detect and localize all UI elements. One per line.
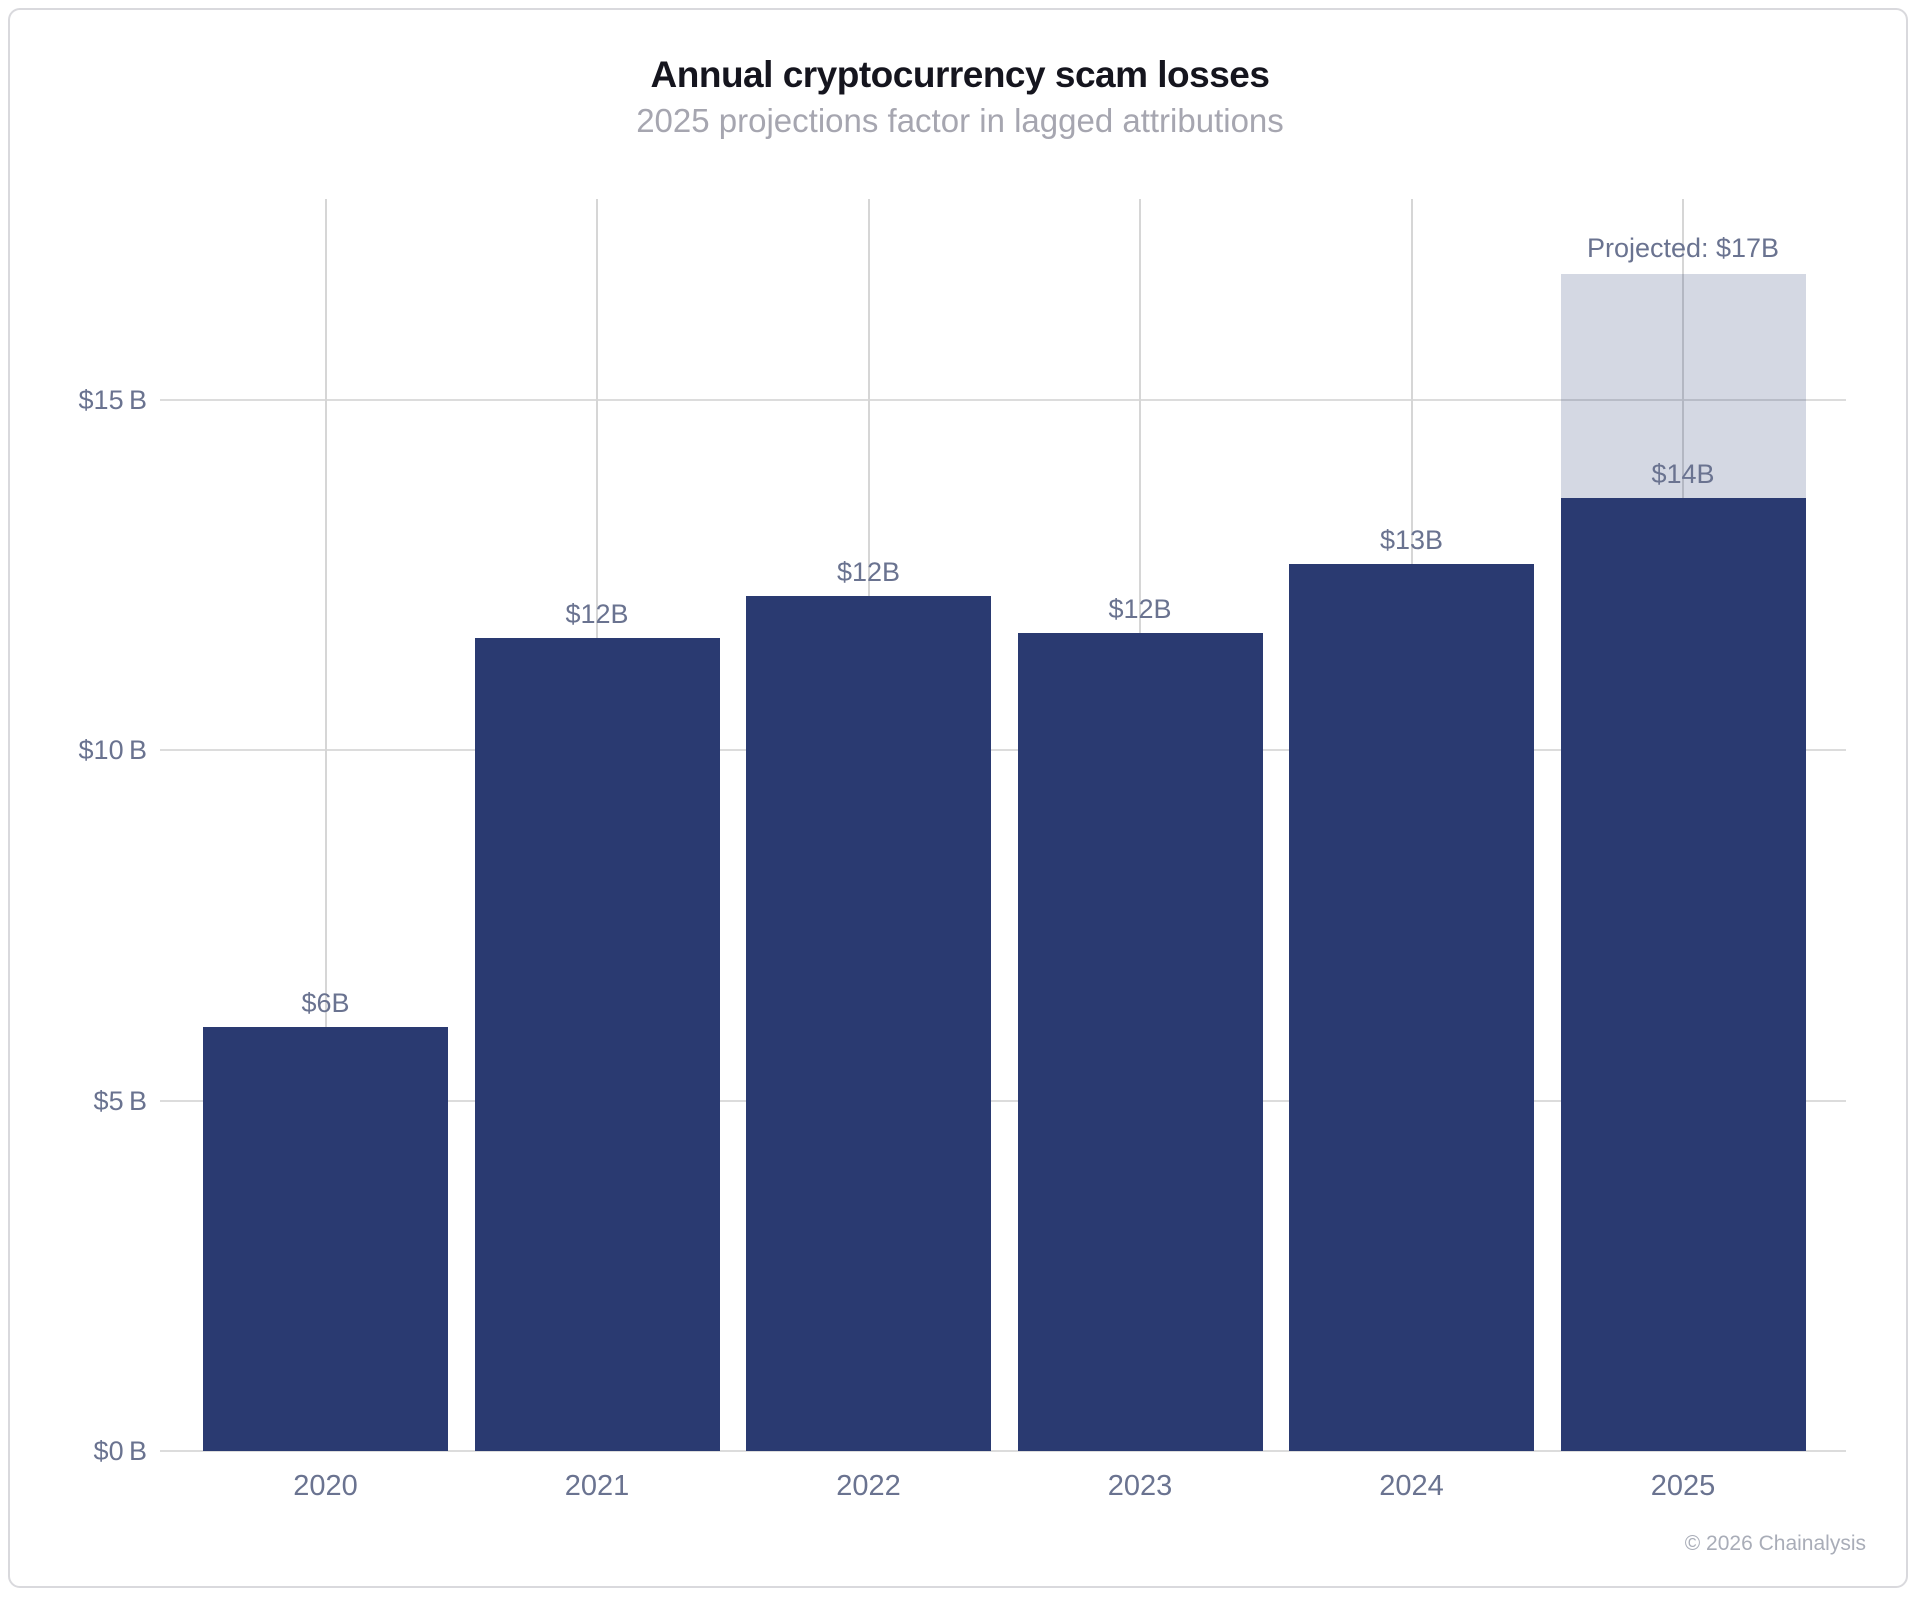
bar-value-label-2022: $12B [836, 557, 901, 588]
bar-2025 [1560, 498, 1806, 1451]
bar-2020 [203, 1027, 448, 1451]
y-gridline-10 [160, 749, 1846, 752]
y-gridline-5 [160, 1099, 1846, 1102]
x-gridline-2020 [324, 199, 327, 1451]
bar-value-label-2025: $14B [1651, 459, 1715, 490]
bar-2021 [474, 638, 720, 1451]
y-tick-label-10: $10 B [78, 735, 147, 766]
x-tick-label-2024: 2024 [1379, 1470, 1444, 1502]
chart-title: Annual cryptocurrency scam losses [650, 54, 1270, 95]
bar-2024 [1289, 563, 1534, 1451]
x-tick-label-2021: 2021 [564, 1470, 630, 1502]
copyright-text: © 2026 Chainalysis [1684, 1532, 1866, 1555]
y-gridline-15 [160, 398, 1846, 401]
x-tick-label-2022: 2022 [836, 1470, 901, 1502]
bar-2023 [1017, 633, 1263, 1451]
bar-value-label-2020: $6B [301, 988, 350, 1019]
chart-subtitle: 2025 projections factor in lagged attrib… [636, 102, 1284, 139]
y-tick-label-0: $0 B [93, 1436, 147, 1466]
bar-value-label-2021: $12B [565, 599, 629, 630]
x-tick-label-2023: 2023 [1107, 1470, 1173, 1502]
bar-2022 [746, 596, 991, 1451]
y-tick-label-15: $15 B [78, 384, 147, 415]
y-gridline-0 [160, 1450, 1846, 1452]
x-tick-label-2025: 2025 [1650, 1470, 1716, 1502]
bar-value-label-2023: $12B [1108, 594, 1172, 625]
y-tick-label-5: $5 B [93, 1085, 147, 1116]
x-tick-label-2020: 2020 [293, 1470, 358, 1502]
projected-value-label: Projected: $17B [1586, 232, 1780, 263]
bar-value-label-2024: $13B [1379, 524, 1444, 555]
